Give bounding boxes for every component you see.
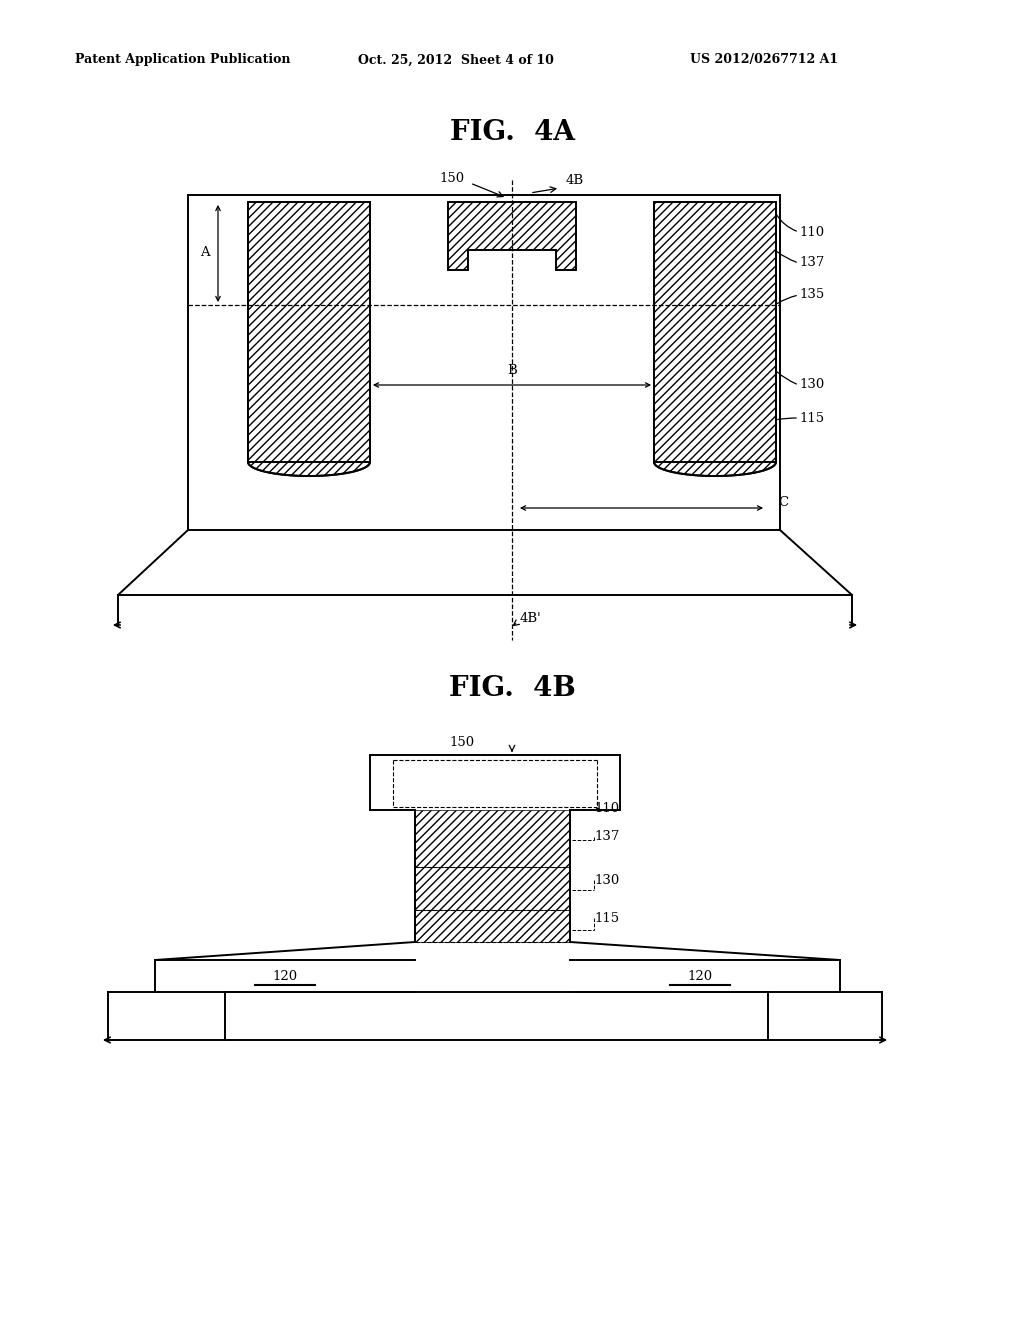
Text: 130: 130 [799, 379, 824, 392]
Text: 137: 137 [594, 830, 620, 843]
Text: Oct. 25, 2012  Sheet 4 of 10: Oct. 25, 2012 Sheet 4 of 10 [358, 54, 554, 66]
Text: 4B: 4B [566, 173, 584, 186]
Text: B: B [507, 363, 517, 376]
Text: 110: 110 [799, 226, 824, 239]
Text: 120: 120 [687, 969, 713, 982]
Text: 115: 115 [594, 912, 620, 924]
Polygon shape [415, 867, 570, 909]
Polygon shape [248, 202, 370, 477]
Text: A: A [201, 247, 210, 260]
Text: 110: 110 [594, 801, 620, 814]
Text: 150: 150 [450, 735, 474, 748]
Polygon shape [654, 202, 776, 477]
Text: C: C [778, 496, 788, 510]
Text: 120: 120 [272, 969, 298, 982]
Polygon shape [415, 909, 570, 942]
Polygon shape [449, 202, 575, 271]
Text: 130: 130 [594, 874, 620, 887]
Text: Patent Application Publication: Patent Application Publication [75, 54, 291, 66]
Polygon shape [415, 810, 570, 867]
Text: 135: 135 [799, 289, 824, 301]
Text: FIG.  4B: FIG. 4B [449, 675, 575, 701]
Text: 115: 115 [799, 412, 824, 425]
Text: 137: 137 [799, 256, 824, 269]
Text: US 2012/0267712 A1: US 2012/0267712 A1 [690, 54, 838, 66]
Text: 4B': 4B' [520, 611, 542, 624]
Text: 150: 150 [439, 172, 465, 185]
Text: FIG.  4A: FIG. 4A [450, 120, 574, 147]
